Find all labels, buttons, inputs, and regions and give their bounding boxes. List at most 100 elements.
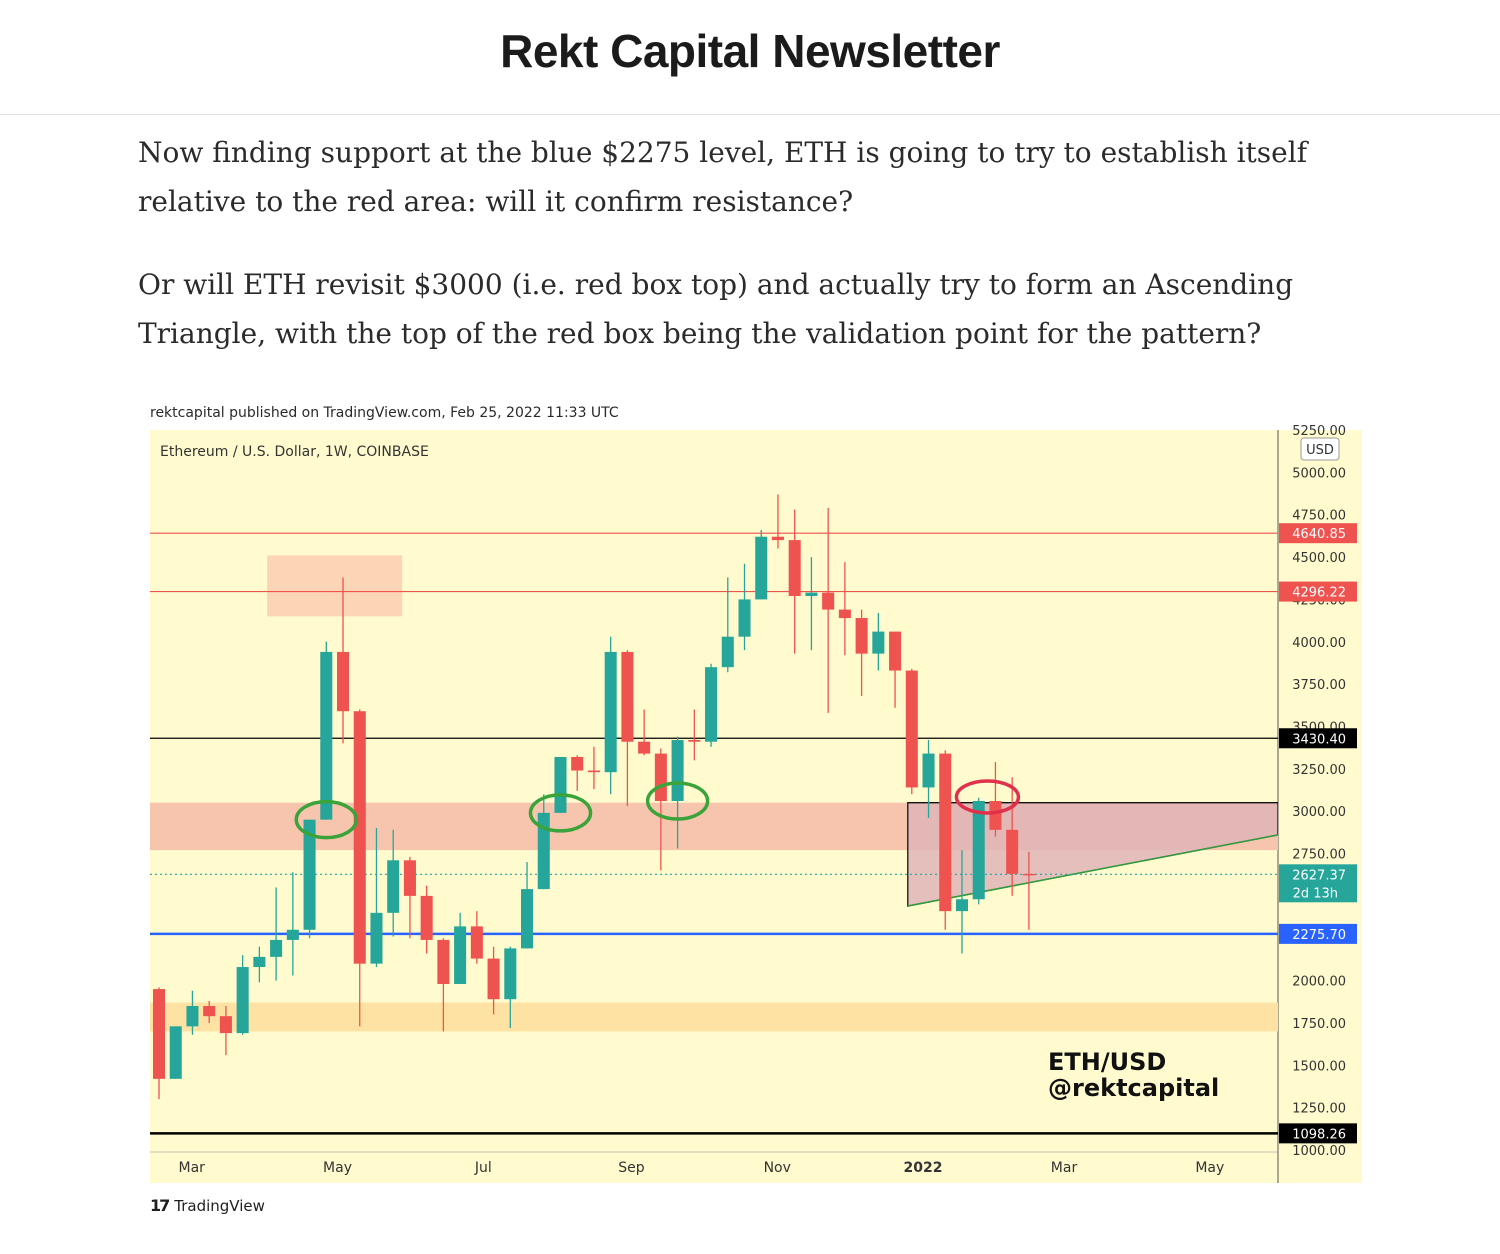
candle-body-46 (922, 753, 935, 788)
candle-body-31 (671, 740, 684, 802)
y-tick-label-11: 3750.00 (1292, 678, 1346, 693)
triangle-support-line (907, 834, 1278, 907)
price-label-bg-4 (1279, 923, 1357, 944)
candle-body-44 (889, 631, 902, 671)
green-circle-annotation-1 (528, 793, 593, 833)
candle-body-51 (1006, 829, 1019, 874)
x-tick-label-1: May (323, 1160, 352, 1176)
candle-body-29 (638, 741, 651, 754)
currency-badge (1300, 437, 1340, 461)
candle-body-18 (454, 926, 467, 984)
x-tick-label-3: Sep (618, 1160, 645, 1176)
price-label-bg-2 (1279, 728, 1357, 749)
y-tick-label-7: 2750.00 (1292, 848, 1346, 863)
candle-body-40 (822, 592, 835, 610)
red-circle-annotation (954, 779, 1021, 815)
price-label-bg-5 (1279, 1123, 1357, 1144)
y-tick-label-0: 1000.00 (1292, 1144, 1346, 1159)
zone-2 (267, 555, 403, 617)
candle-body-14 (387, 860, 400, 913)
candle-body-43 (872, 631, 885, 654)
price-label-0: 4640.85 (1292, 527, 1346, 542)
watermark-handle-label: @rektcapital (1048, 1074, 1219, 1102)
tradingview-footer[interactable]: 17 TradingView (150, 1196, 265, 1215)
tradingview-brand-label: TradingView (174, 1196, 265, 1215)
price-label-bg-3 (1279, 864, 1357, 903)
candle-body-17 (437, 939, 450, 984)
candle-body-25 (571, 756, 584, 771)
price-label-4: 2275.70 (1292, 928, 1346, 943)
newsletter-title[interactable]: Rekt Capital Newsletter (500, 25, 1000, 77)
candle-body-16 (420, 895, 433, 940)
candle-body-26 (587, 770, 600, 773)
y-tick-label-1: 1250.00 (1292, 1102, 1346, 1117)
price-sublabel-3: 2d 13h (1293, 886, 1338, 901)
candle-body-32 (688, 740, 701, 742)
price-label-5: 1098.26 (1292, 1127, 1346, 1142)
chart-title: Ethereum / U.S. Dollar, 1W, COINBASE (160, 444, 429, 460)
x-tick-label-6: Mar (1051, 1160, 1078, 1176)
price-label-3: 2627.37 (1292, 868, 1346, 883)
candle-body-27 (604, 651, 617, 773)
candle-body-10 (320, 651, 333, 820)
candle-body-41 (838, 609, 851, 619)
candle-body-36 (755, 536, 768, 600)
candle-body-9 (303, 819, 316, 930)
candle-body-4 (219, 1016, 232, 1034)
candle-body-13 (370, 912, 383, 964)
y-tick-label-4: 2000.00 (1292, 975, 1346, 990)
candle-body-39 (805, 592, 818, 597)
time-axis-background (150, 1150, 1362, 1183)
newsletter-header: Rekt Capital Newsletter (0, 0, 1500, 115)
y-tick-label-15: 4750.00 (1292, 509, 1346, 524)
candle-body-19 (470, 926, 483, 959)
green-circle-annotation-2 (645, 781, 710, 821)
price-label-2: 3430.40 (1292, 732, 1346, 747)
y-tick-label-2: 1500.00 (1292, 1059, 1346, 1074)
candle-body-12 (353, 711, 366, 964)
candle-body-11 (336, 651, 350, 712)
y-tick-label-12: 4000.00 (1292, 636, 1346, 651)
candle-body-23 (537, 812, 550, 890)
candle-body-20 (487, 958, 500, 1000)
price-label-bg-0 (1279, 523, 1357, 544)
candle-body-8 (286, 929, 299, 940)
candle-body-52 (1022, 873, 1035, 876)
plot-layer: ETH/USD@rektcapital (150, 494, 1278, 1135)
candle-body-24 (554, 756, 567, 813)
candle-body-34 (721, 636, 734, 668)
y-tick-label-8: 3000.00 (1292, 805, 1346, 820)
candle-body-47 (939, 753, 952, 912)
candle-body-0 (152, 989, 166, 1079)
article-paragraph-2: Or will ETH revisit $3000 (i.e. red box … (138, 268, 1294, 350)
candle-body-22 (521, 889, 534, 949)
watermark-pair-label: ETH/USD (1048, 1048, 1166, 1076)
candle-body-30 (654, 753, 667, 802)
x-tick-label-7: May (1195, 1160, 1224, 1176)
candle-body-28 (621, 651, 634, 742)
y-tick-label-3: 1750.00 (1292, 1017, 1346, 1032)
y-tick-label-9: 3250.00 (1292, 763, 1346, 778)
price-label-1: 4296.22 (1292, 586, 1346, 601)
x-tick-label-5: 2022 (904, 1160, 943, 1176)
candle-body-5 (236, 967, 249, 1034)
candle-body-49 (972, 801, 985, 900)
candle-body-1 (169, 1026, 182, 1079)
candle-body-15 (403, 860, 416, 896)
candle-body-33 (705, 667, 718, 742)
article-paragraph-1: Now finding support at the blue $2275 le… (138, 136, 1308, 218)
y-tick-label-17: 5250.00 (1292, 424, 1346, 439)
candle-body-50 (989, 801, 1002, 830)
candle-body-42 (855, 618, 868, 654)
candle-body-48 (955, 899, 969, 912)
candle-body-2 (186, 1006, 199, 1027)
green-circle-annotation-0 (294, 799, 359, 840)
candle-body-45 (905, 670, 918, 788)
candle-body-6 (253, 956, 266, 968)
y-tick-label-16: 5000.00 (1292, 466, 1346, 481)
zone-1 (150, 1002, 1278, 1032)
candle-body-35 (738, 599, 751, 637)
x-tick-label-0: Mar (179, 1160, 206, 1176)
chart-published-caption: rektcapital published on TradingView.com… (150, 405, 619, 421)
